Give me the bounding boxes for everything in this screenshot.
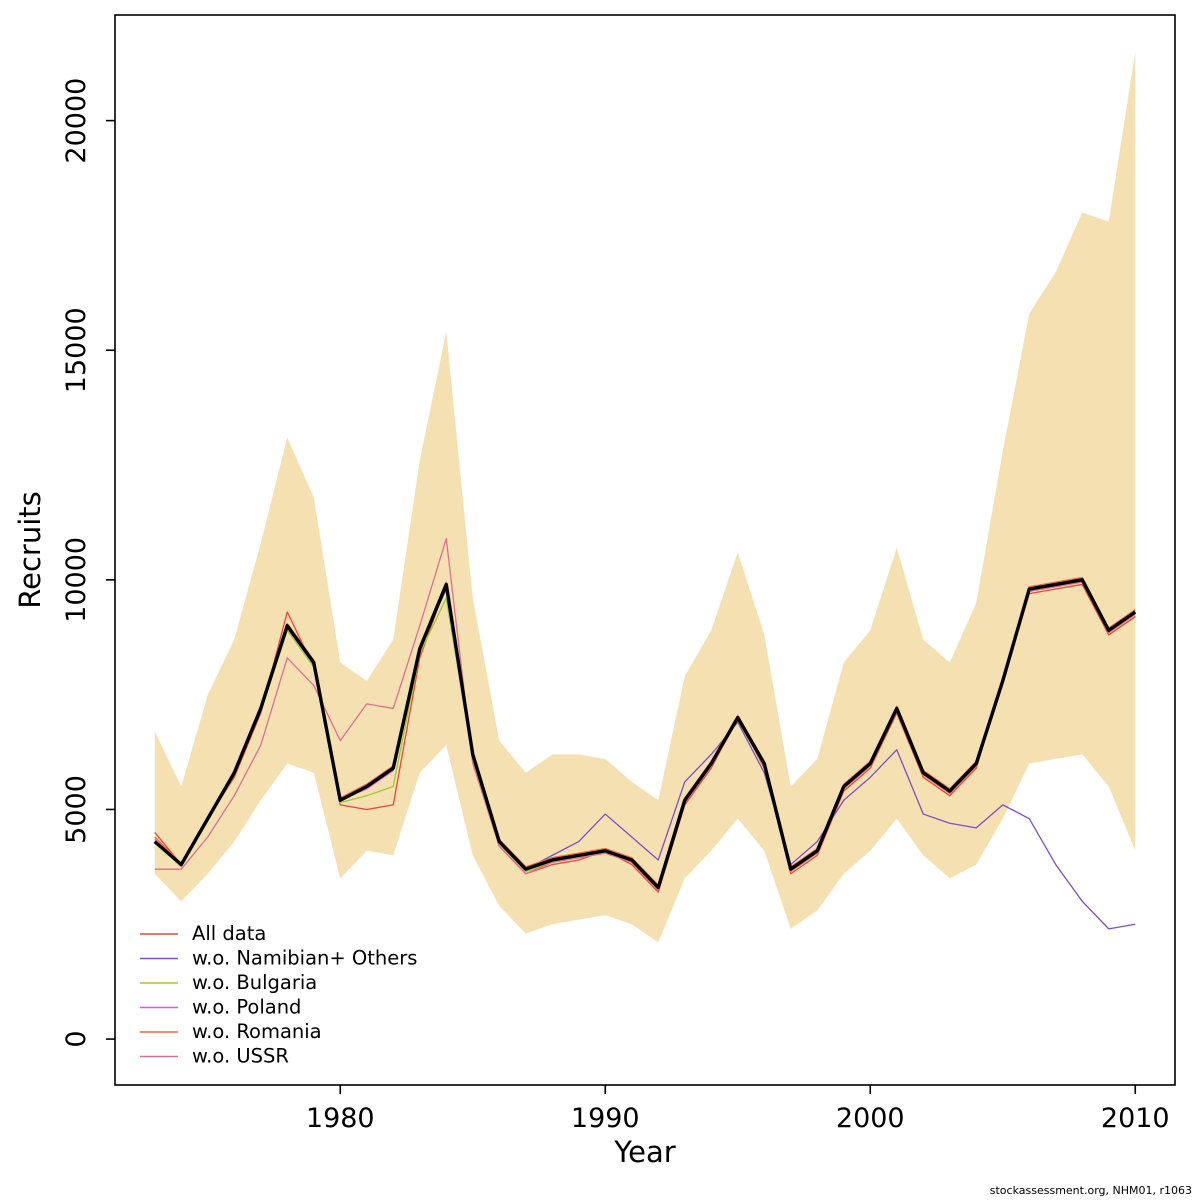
legend-label-wo-bulgaria: w.o. Bulgaria — [192, 971, 317, 994]
y-tick-label: 15000 — [61, 307, 92, 393]
legend-label-wo-ussr: w.o. USSR — [192, 1045, 289, 1068]
plot-frame — [114, 14, 1176, 1086]
x-tick-label: 2010 — [1101, 1103, 1170, 1134]
y-tick-label: 20000 — [61, 78, 92, 164]
legend-label-wo-namibian-others: w.o. Namibian+ Others — [192, 947, 417, 970]
x-axis-title: Year — [614, 1135, 676, 1169]
confidence-band — [154, 51, 1136, 943]
y-tick-label: 10000 — [61, 537, 92, 623]
y-axis-title: Recruits — [13, 491, 47, 609]
x-tick-label: 1990 — [571, 1103, 640, 1134]
legend-label-all-data: All data — [192, 922, 266, 945]
y-tick-label: 0 — [61, 1030, 92, 1047]
x-tick-label: 1980 — [306, 1103, 375, 1134]
y-tick-label: 5000 — [61, 775, 92, 844]
base-case-line — [153, 578, 1137, 890]
legend-label-wo-romania: w.o. Romania — [192, 1020, 322, 1043]
legend-label-wo-poland: w.o. Poland — [192, 996, 301, 1019]
x-tick-label: 2000 — [836, 1103, 905, 1134]
footer-note: stockassessment.org, NHM01, r1063 — [989, 1184, 1192, 1197]
